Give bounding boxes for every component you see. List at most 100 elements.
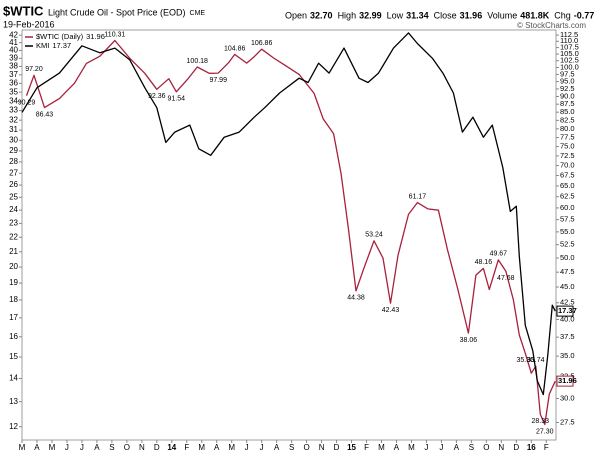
y2-tick-label: 70.0 (560, 161, 575, 170)
y2-tick-label: 52.5 (560, 240, 575, 249)
x-tick-label: 15 (347, 443, 356, 452)
quote-value: 32.70 (310, 10, 333, 20)
last-value-tag (556, 375, 574, 387)
last-value-label: 17.37 (558, 306, 577, 315)
y-tick-label: 21 (9, 247, 18, 256)
quote-label: Volume (487, 10, 517, 20)
y-tick-label: 33 (9, 106, 18, 115)
y2-tick-label: 107.5 (560, 43, 579, 52)
quote-label: Chg (554, 10, 571, 20)
legend-label: $WTIC (Daily) (36, 32, 84, 41)
legend-value: 31.96 (86, 32, 105, 41)
x-tick-label: D (334, 443, 340, 452)
y-tick-label: 26 (9, 180, 18, 189)
symbol: $WTIC (3, 3, 44, 18)
legend-label: KMI (36, 41, 49, 50)
value-label: 92.36 (148, 93, 166, 100)
quote-value: 32.99 (359, 10, 382, 20)
y2-tick-label: 37.5 (560, 332, 575, 341)
y-tick-label: 14 (9, 374, 18, 383)
x-tick-label: J (80, 443, 84, 452)
y2-tick-label: 90.0 (560, 91, 575, 100)
y-tick-label: 30 (9, 135, 18, 144)
y-tick-label: 23 (9, 218, 18, 227)
y2-tick-label: 30.0 (560, 394, 575, 403)
y2-tick-label: 45.0 (560, 282, 575, 291)
x-tick-label: F (544, 443, 549, 452)
y-tick-label: 32 (9, 115, 18, 124)
value-label: 97.20 (25, 66, 43, 73)
y2-tick-label: 62.5 (560, 192, 575, 201)
y-tick-label: 25 (9, 192, 18, 201)
quote-value: 31.96 (460, 10, 483, 20)
x-tick-label: J (65, 443, 69, 452)
y-tick-label: 28 (9, 157, 18, 166)
quote-label: Open (285, 10, 307, 20)
x-tick-label: J (424, 443, 428, 452)
y-tick-label: 16 (9, 332, 18, 341)
x-tick-label: J (245, 443, 249, 452)
x-tick-label: 14 (167, 443, 176, 452)
y2-tick-label: 50.0 (560, 253, 575, 262)
y-tick-label: 19 (9, 278, 18, 287)
x-tick-label: S (469, 443, 474, 452)
credit: © StockCharts.com (517, 21, 586, 30)
value-label: 91.54 (168, 96, 186, 103)
quote-label: Low (387, 10, 404, 20)
value-label: 49.67 (490, 251, 508, 258)
y2-tick-label: 112.5 (560, 30, 578, 39)
date: 19-Feb-2016 (3, 19, 55, 29)
x-tick-label: J (439, 443, 443, 452)
last-value-label: 31.96 (558, 376, 577, 385)
quote-label: Close (434, 10, 457, 20)
value-label: 86.43 (36, 111, 54, 118)
y-tick-label: 29 (9, 146, 18, 155)
y2-tick-label: 110.0 (560, 36, 578, 45)
instrument-name: Light Crude Oil - Spot Price (EOD) (48, 7, 186, 17)
x-tick-label: F (364, 443, 369, 452)
x-tick-label: 16 (527, 443, 536, 452)
last-value-tag (556, 305, 574, 317)
y-tick-label: 20 (9, 262, 18, 271)
y2-tick-label: 100.0 (560, 62, 579, 71)
value-label: 110.31 (104, 31, 125, 38)
value-label: 33.74 (527, 357, 545, 364)
x-tick-label: A (394, 443, 400, 452)
x-tick-label: M (408, 443, 415, 452)
y2-tick-label: 105.0 (560, 49, 579, 58)
y2-tick-label: 55.0 (560, 227, 575, 236)
y2-tick-label: 82.5 (560, 115, 575, 124)
value-label: 53.24 (365, 232, 383, 239)
y-tick-label: 31 (9, 125, 18, 134)
x-tick-label: D (513, 443, 519, 452)
legend-value: 17.37 (52, 41, 71, 50)
quote-value: 481.8K (520, 10, 550, 20)
value-label: 97.99 (209, 77, 227, 84)
x-tick-label: O (124, 443, 130, 452)
value-label: 38.06 (460, 337, 478, 344)
y2-tick-label: 67.5 (560, 171, 575, 180)
value-label: 48.16 (475, 259, 493, 266)
series-line (21, 32, 556, 396)
y-tick-label: 42 (9, 30, 18, 39)
y2-tick-label: 35.0 (560, 351, 575, 360)
y-tick-label: 15 (9, 352, 18, 361)
y2-tick-label: 65.0 (560, 181, 575, 190)
value-label: 44.38 (347, 295, 365, 302)
y-tick-label: 17 (9, 313, 18, 322)
y-tick-label: 13 (9, 397, 18, 406)
x-tick-label: N (139, 443, 145, 452)
y2-tick-label: 60.0 (560, 203, 575, 212)
y-tick-label: 24 (9, 205, 18, 214)
value-label: 27.30 (536, 428, 554, 435)
x-tick-label: A (454, 443, 460, 452)
quote-value: -0.77 (-2.35%) (574, 10, 595, 20)
x-tick-label: O (483, 443, 489, 452)
x-tick-label: N (498, 443, 504, 452)
x-tick-label: O (303, 443, 309, 452)
value-label: 100.18 (187, 58, 209, 65)
y-tick-label: 22 (9, 232, 18, 241)
quote-value: 31.34 (406, 10, 429, 20)
y2-tick-label: 92.5 (560, 84, 575, 93)
